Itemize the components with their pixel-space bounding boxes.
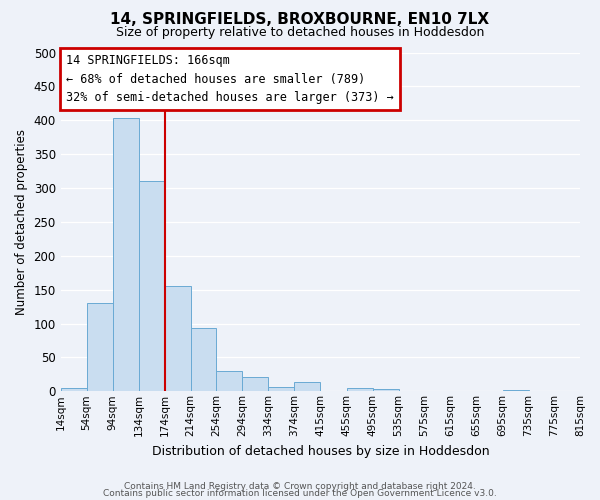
X-axis label: Distribution of detached houses by size in Hoddesdon: Distribution of detached houses by size … — [152, 444, 489, 458]
Text: Contains public sector information licensed under the Open Government Licence v3: Contains public sector information licen… — [103, 489, 497, 498]
Bar — [347, 388, 373, 392]
Bar — [295, 382, 320, 392]
Text: Size of property relative to detached houses in Hoddesdon: Size of property relative to detached ho… — [116, 26, 484, 39]
Bar — [554, 390, 581, 392]
Text: Contains HM Land Registry data © Crown copyright and database right 2024.: Contains HM Land Registry data © Crown c… — [124, 482, 476, 491]
Bar — [164, 286, 191, 392]
Bar — [373, 388, 399, 392]
Bar — [113, 118, 139, 392]
Y-axis label: Number of detached properties: Number of detached properties — [15, 129, 28, 315]
Bar — [139, 180, 164, 392]
Bar — [61, 388, 86, 392]
Bar — [217, 371, 242, 392]
Bar — [503, 390, 529, 392]
Text: 14, SPRINGFIELDS, BROXBOURNE, EN10 7LX: 14, SPRINGFIELDS, BROXBOURNE, EN10 7LX — [110, 12, 490, 28]
Bar — [268, 387, 295, 392]
Bar — [242, 377, 268, 392]
Bar — [86, 303, 113, 392]
Bar — [399, 390, 425, 392]
Bar — [191, 328, 217, 392]
Text: 14 SPRINGFIELDS: 166sqm
← 68% of detached houses are smaller (789)
32% of semi-d: 14 SPRINGFIELDS: 166sqm ← 68% of detache… — [66, 54, 394, 104]
